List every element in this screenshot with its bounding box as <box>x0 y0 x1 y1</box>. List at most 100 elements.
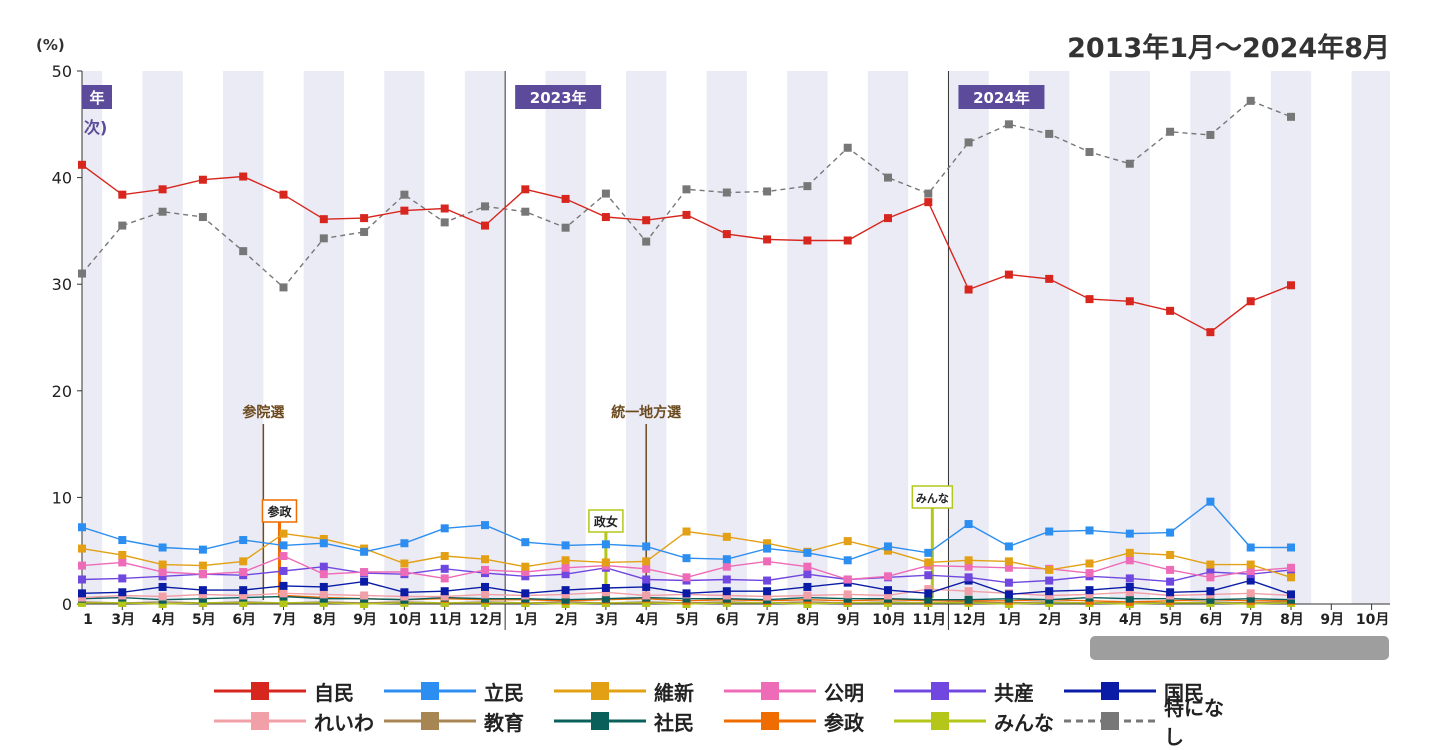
data-point <box>158 600 167 608</box>
party-annotation: みんな <box>911 485 954 598</box>
data-point <box>78 575 86 584</box>
data-point <box>722 230 731 239</box>
legend-marker <box>421 682 439 700</box>
data-point <box>319 539 328 548</box>
x-tick-label: 7月 <box>273 612 297 628</box>
data-point <box>400 568 409 577</box>
data-point <box>803 582 812 591</box>
x-tick-label: 1月 <box>514 612 538 628</box>
data-point <box>722 532 731 541</box>
data-point <box>158 568 167 577</box>
data-point <box>1125 297 1134 306</box>
data-point <box>1085 148 1094 157</box>
data-point <box>158 572 167 581</box>
x-tick-label: 5月 <box>1159 612 1183 628</box>
data-point <box>1206 560 1215 569</box>
year-label-box <box>82 85 112 109</box>
data-point <box>319 594 328 603</box>
month-band <box>464 71 506 604</box>
data-point <box>803 182 812 191</box>
y-axis: 0 10 20 30 40 50 <box>52 62 83 614</box>
data-point <box>360 547 369 556</box>
data-point <box>481 594 489 603</box>
data-point <box>964 595 973 604</box>
data-point <box>1206 130 1215 139</box>
data-point <box>440 552 449 561</box>
data-point <box>722 555 731 564</box>
data-point <box>642 237 651 246</box>
month-band <box>545 71 586 604</box>
data-point <box>198 598 207 607</box>
data-point <box>440 204 449 213</box>
data-point <box>682 210 691 219</box>
line-chart: 0 10 20 30 40 50 1 3月 4月 5月 6月 7月 8月 9月 10月 11月 12月 1月 2月 3… <box>52 62 1390 630</box>
x-tick-label: 10月 <box>872 612 905 628</box>
data-point <box>763 187 772 196</box>
data-point <box>400 206 409 215</box>
data-point <box>1085 586 1094 595</box>
data-point <box>1045 527 1054 536</box>
data-point <box>78 589 86 598</box>
data-point <box>521 568 530 577</box>
data-point <box>561 223 570 232</box>
year-label-text: 2024年 <box>973 89 1030 107</box>
x-tick-label: 6月 <box>232 612 256 628</box>
data-point <box>601 588 610 597</box>
legend-item: 参政 <box>724 707 894 736</box>
legend-label: 国民 <box>1164 680 1204 705</box>
data-point <box>722 591 731 600</box>
data-point <box>279 552 288 561</box>
month-band <box>787 71 828 604</box>
data-point <box>884 572 892 581</box>
data-point <box>400 539 409 548</box>
date-range-title: 2013年1月～2024年8月 <box>1067 33 1390 64</box>
year-label-text: 年 <box>89 89 104 107</box>
x-tick-label: 2月 <box>1038 612 1062 628</box>
legend-marker <box>591 712 609 730</box>
month-band <box>1029 71 1070 604</box>
data-point <box>884 546 892 555</box>
data-point <box>1085 590 1094 599</box>
data-point <box>964 285 973 294</box>
data-point <box>521 538 530 547</box>
data-point <box>360 591 369 600</box>
data-point <box>118 574 127 583</box>
legend-swatch <box>724 712 816 730</box>
party-label: みんな <box>916 492 949 505</box>
data-point <box>1246 543 1255 552</box>
data-point <box>1287 112 1295 121</box>
data-point <box>440 574 449 583</box>
legend-label: 教育 <box>484 710 524 735</box>
x-tick-label: 7月 <box>1240 612 1264 628</box>
month-band <box>384 71 425 604</box>
data-point <box>924 589 933 598</box>
legend-swatch <box>554 682 646 700</box>
series-line <box>283 594 1291 603</box>
legend-swatch <box>1064 712 1156 730</box>
data-point <box>319 234 328 243</box>
data-point <box>722 587 731 596</box>
partial-caption: 次) <box>84 118 107 137</box>
data-point <box>561 595 570 604</box>
data-point <box>642 591 651 600</box>
data-point <box>924 558 933 567</box>
horizontal-scrollbar[interactable] <box>1090 636 1389 660</box>
data-point <box>924 571 933 580</box>
data-point <box>118 190 127 199</box>
data-point <box>78 544 86 553</box>
legend-marker <box>931 682 949 700</box>
legend-label: 自民 <box>314 680 354 705</box>
data-point <box>924 198 933 207</box>
data-point <box>400 559 409 568</box>
data-point <box>239 247 248 256</box>
legend-swatch <box>554 712 646 730</box>
data-point <box>319 570 328 579</box>
data-point <box>78 598 86 607</box>
data-point <box>440 592 449 601</box>
data-point <box>601 213 610 222</box>
legend-marker <box>421 712 439 730</box>
legend-swatch <box>384 712 476 730</box>
x-tick-label: 11月 <box>913 612 946 628</box>
data-point <box>279 283 288 292</box>
x-tick-label: 10月 <box>1356 612 1389 628</box>
